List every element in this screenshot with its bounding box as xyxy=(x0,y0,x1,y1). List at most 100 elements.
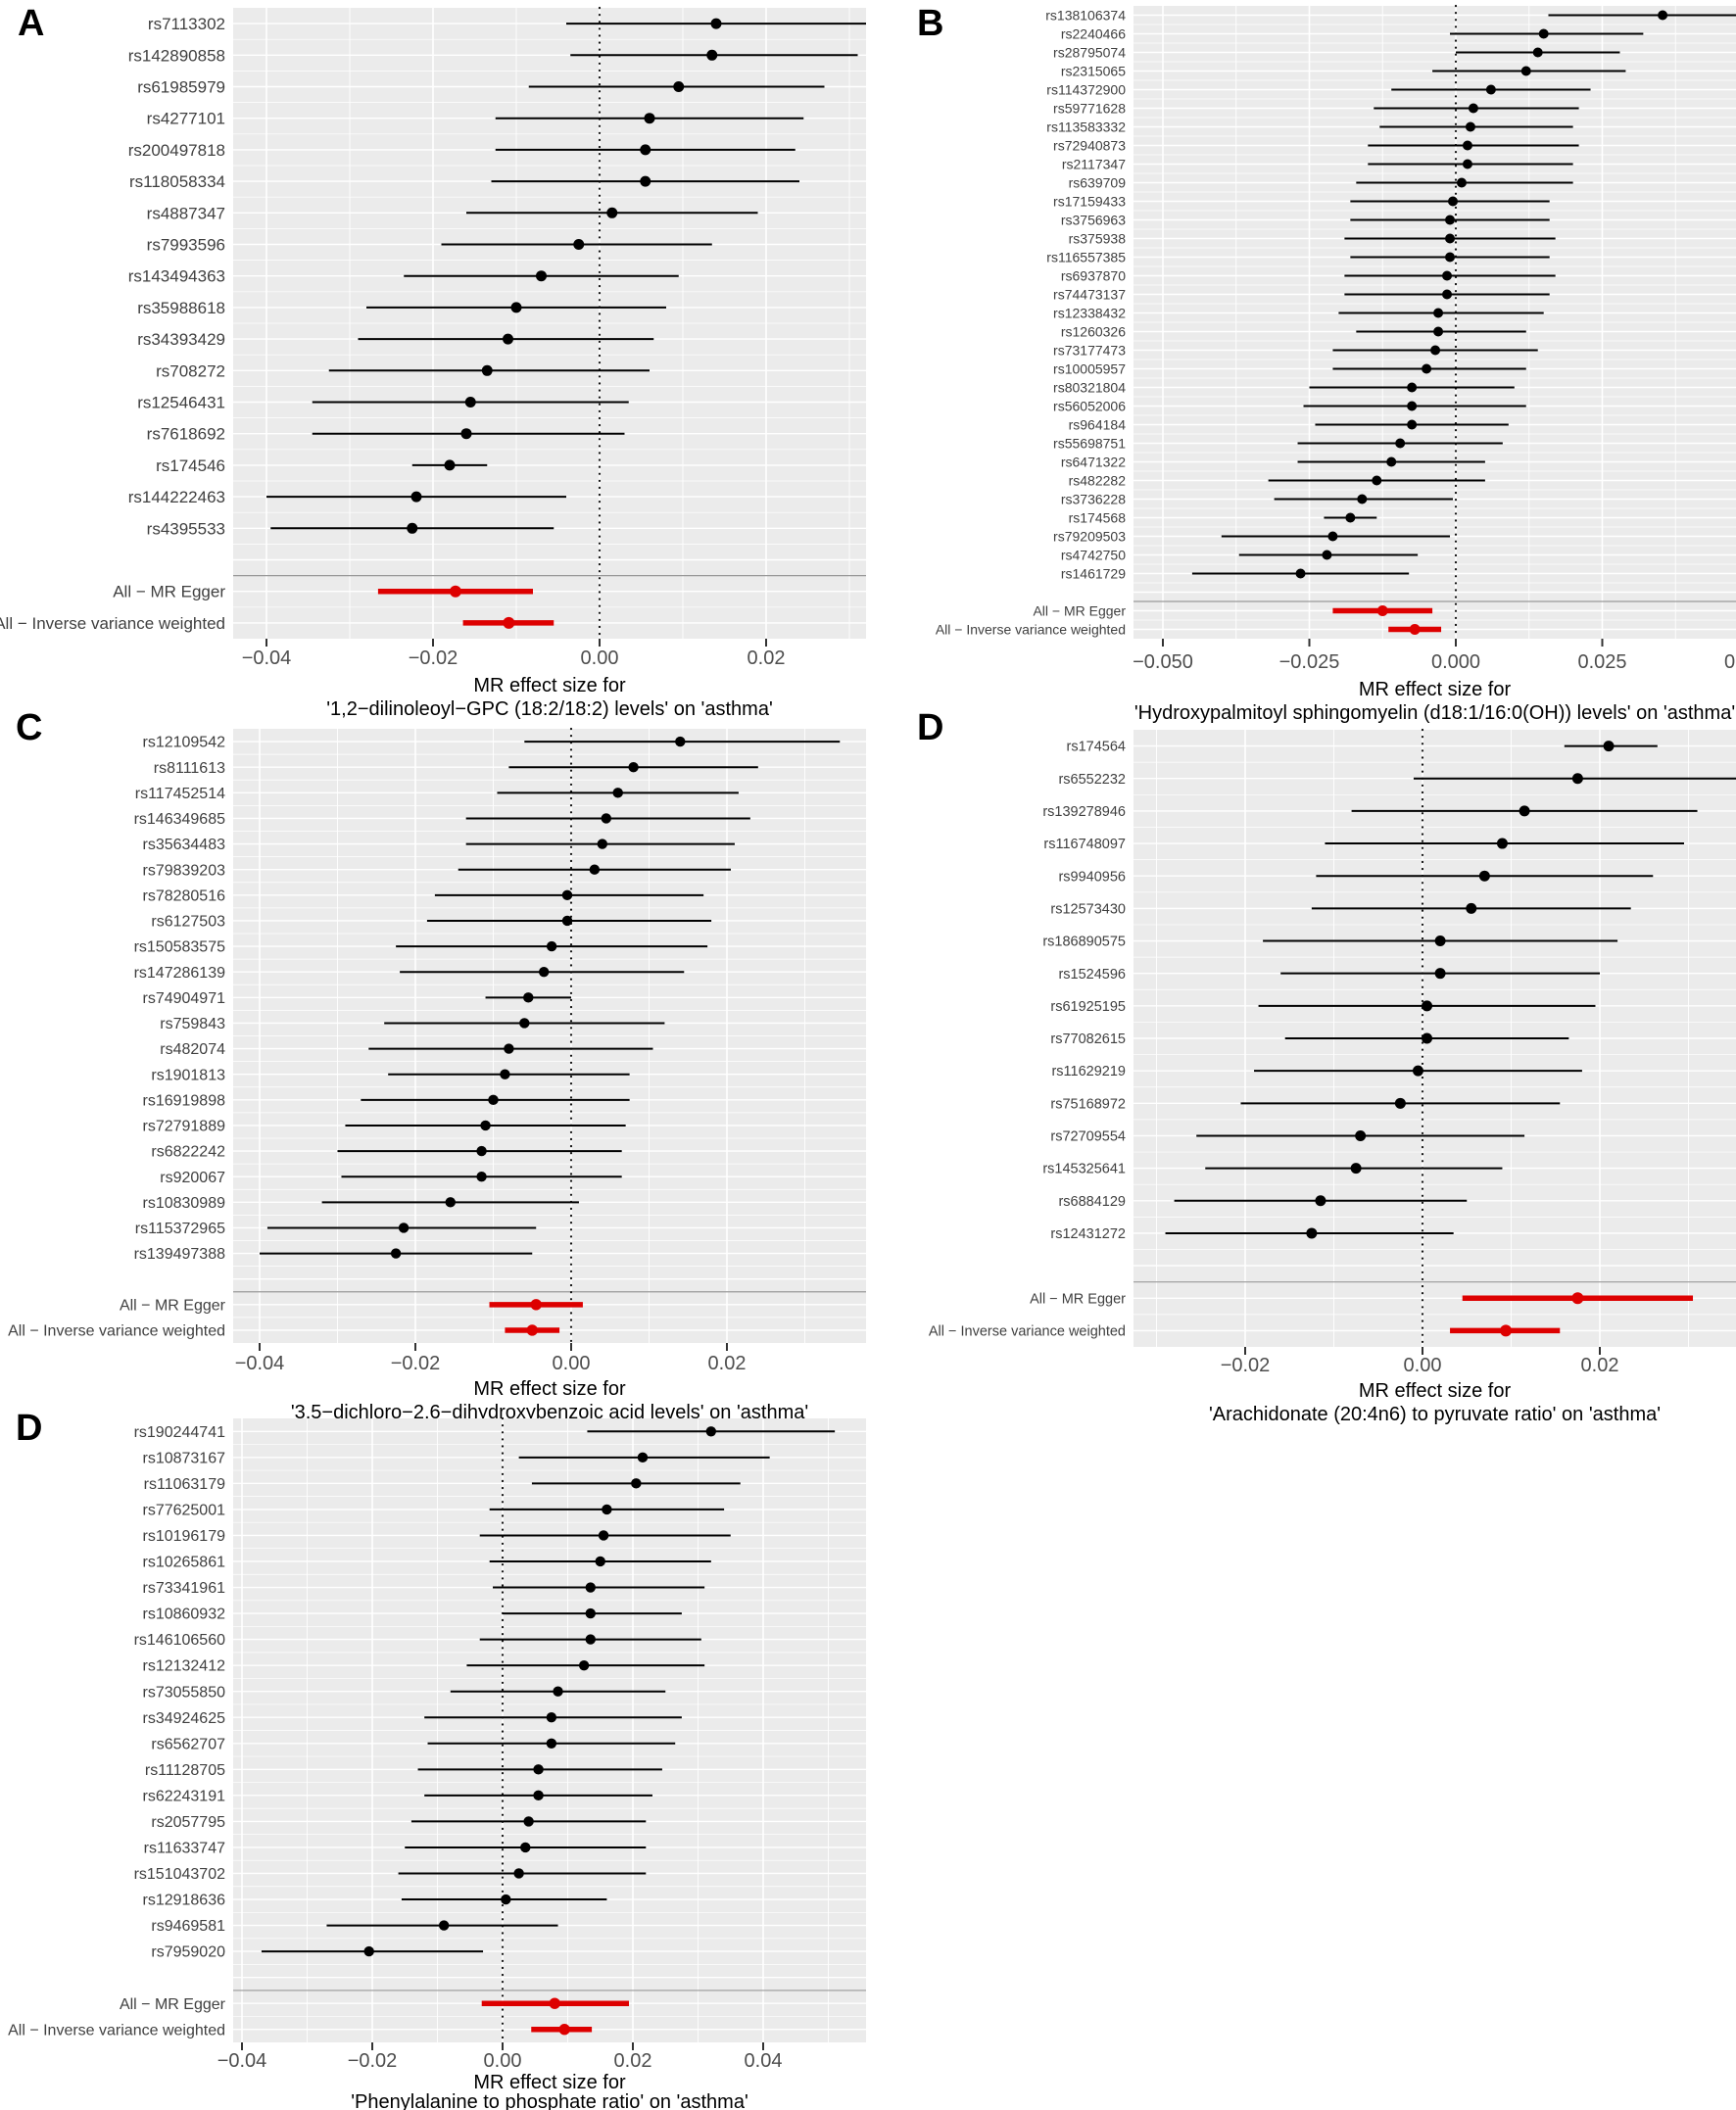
summary-point-estimate xyxy=(503,616,515,629)
point-estimate xyxy=(480,1120,491,1131)
summary-point-estimate xyxy=(549,1997,560,2009)
axis-title-line2: 'Arachidonate (20:4n6) to pyruvate ratio… xyxy=(1209,1404,1661,1425)
panel-letter: B xyxy=(917,3,943,44)
snp-label: rs10005957 xyxy=(1053,360,1126,376)
snp-label: rs200497818 xyxy=(128,141,225,160)
point-estimate xyxy=(445,1197,456,1208)
point-estimate xyxy=(561,889,573,901)
snp-label: rs11063179 xyxy=(144,1476,225,1493)
point-estimate xyxy=(585,1607,596,1619)
point-estimate xyxy=(503,333,513,345)
axis-tick-label: 0.00 xyxy=(484,2050,522,2072)
point-estimate xyxy=(363,1945,374,1957)
snp-label: rs6822242 xyxy=(151,1144,225,1161)
summary-label: All − MR Egger xyxy=(120,1297,226,1314)
summary-label: All − Inverse variance weighted xyxy=(936,621,1126,637)
point-estimate xyxy=(1442,289,1453,300)
snp-label: rs12132412 xyxy=(142,1658,225,1675)
point-estimate xyxy=(504,1043,514,1054)
axis-tick-label: −0.02 xyxy=(391,1353,441,1374)
snp-label: rs79839203 xyxy=(142,862,225,879)
snp-label: rs482282 xyxy=(1069,472,1127,488)
summary-point-estimate xyxy=(526,1324,538,1336)
snp-label: rs72940873 xyxy=(1053,137,1126,153)
snp-label: rs139278946 xyxy=(1042,804,1126,820)
snp-label: rs9469581 xyxy=(151,1918,225,1935)
snp-label: rs964184 xyxy=(1069,416,1127,432)
point-estimate xyxy=(612,788,623,798)
snp-label: rs78280516 xyxy=(142,887,225,904)
snp-label: rs34393429 xyxy=(137,330,225,349)
point-estimate xyxy=(476,1171,487,1182)
panel-letter: D xyxy=(16,1408,42,1449)
point-estimate xyxy=(644,113,655,124)
point-estimate xyxy=(675,736,686,747)
point-estimate xyxy=(546,940,557,952)
snp-label: rs482074 xyxy=(160,1041,225,1058)
summary-point-estimate xyxy=(1500,1324,1513,1337)
snp-label: rs174568 xyxy=(1069,509,1127,525)
point-estimate xyxy=(631,1478,642,1489)
snp-label: rs146106560 xyxy=(134,1632,226,1649)
point-estimate xyxy=(1532,47,1543,58)
point-estimate xyxy=(1306,1227,1318,1239)
point-estimate xyxy=(1462,159,1472,169)
point-estimate xyxy=(1465,121,1475,132)
snp-label: rs77082615 xyxy=(1050,1031,1126,1047)
snp-label: rs186890575 xyxy=(1042,935,1126,950)
point-estimate xyxy=(1407,419,1418,430)
point-estimate xyxy=(1445,252,1456,263)
point-estimate xyxy=(1386,456,1397,467)
snp-label: rs1461729 xyxy=(1061,565,1126,581)
point-estimate xyxy=(1345,512,1356,523)
point-estimate xyxy=(476,1145,487,1157)
point-estimate xyxy=(585,1634,596,1645)
snp-label: rs74473137 xyxy=(1053,286,1126,302)
snp-label: rs144222463 xyxy=(128,488,225,506)
snp-label: rs3756963 xyxy=(1061,212,1126,227)
panel-letter: D xyxy=(917,707,943,748)
snp-label: rs2057795 xyxy=(151,1814,225,1831)
summary-point-estimate xyxy=(1409,624,1421,635)
axis-tick-label: 0.00 xyxy=(581,647,619,669)
point-estimate xyxy=(1357,494,1368,504)
snp-label: rs4277101 xyxy=(147,110,225,128)
point-estimate xyxy=(1468,103,1478,114)
axis-title-line1: MR effect size for xyxy=(473,675,626,696)
snp-label: rs174564 xyxy=(1067,740,1126,755)
point-estimate xyxy=(523,1816,534,1827)
axis-tick-label: −0.04 xyxy=(235,1353,285,1374)
snp-label: rs11128705 xyxy=(145,1762,225,1779)
snp-label: rs10196179 xyxy=(142,1528,225,1545)
point-estimate xyxy=(1448,196,1459,207)
point-estimate xyxy=(1433,326,1444,337)
point-estimate xyxy=(533,1764,544,1775)
point-estimate xyxy=(460,428,472,440)
snp-label: rs10830989 xyxy=(142,1195,225,1212)
point-estimate xyxy=(501,1894,511,1905)
point-estimate xyxy=(1485,84,1496,95)
point-estimate xyxy=(602,1504,612,1515)
summary-point-estimate xyxy=(1571,1292,1584,1305)
axis-tick-label: 0.00 xyxy=(553,1353,591,1374)
axis-tick-label: 0.02 xyxy=(747,647,786,669)
point-estimate xyxy=(481,364,493,376)
axis-title-line2: '1,2−dilinoleoyl−GPC (18:2/18:2) levels'… xyxy=(326,698,773,720)
summary-label: All − Inverse variance weighted xyxy=(0,614,225,633)
point-estimate xyxy=(1355,1129,1367,1141)
point-estimate xyxy=(536,270,547,282)
point-estimate xyxy=(561,915,573,927)
point-estimate xyxy=(1422,1000,1433,1012)
point-estimate xyxy=(519,1018,530,1029)
snp-label: rs4887347 xyxy=(147,204,225,222)
snp-label: rs708272 xyxy=(156,361,225,380)
point-estimate xyxy=(1407,401,1418,411)
point-estimate xyxy=(710,18,722,29)
point-estimate xyxy=(1478,870,1490,882)
snp-label: rs116748097 xyxy=(1043,837,1126,852)
snp-label: rs639709 xyxy=(1069,174,1127,190)
point-estimate xyxy=(573,239,585,250)
point-estimate xyxy=(1422,363,1432,374)
axis-tick-label: 0.00 xyxy=(1404,1355,1442,1376)
